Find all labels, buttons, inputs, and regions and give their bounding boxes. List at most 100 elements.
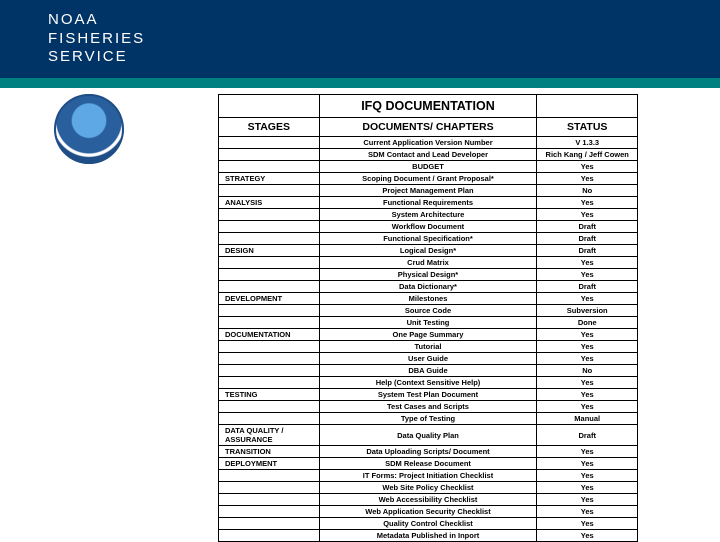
status-cell: Rich Kang / Jeff Cowen — [537, 149, 638, 161]
table-row: Type of TestingManual — [219, 413, 638, 425]
stage-cell — [219, 518, 320, 530]
stage-cell: TESTING — [219, 389, 320, 401]
status-cell: Yes — [537, 197, 638, 209]
doc-cell: Data Uploading Scripts/ Document — [319, 446, 537, 458]
stage-cell — [219, 470, 320, 482]
status-cell: Subversion — [537, 305, 638, 317]
status-cell: No — [537, 365, 638, 377]
stage-cell — [219, 365, 320, 377]
doc-cell: Physical Design* — [319, 269, 537, 281]
stage-cell: STRATEGY — [219, 173, 320, 185]
noaa-seal-icon — [54, 94, 124, 164]
status-cell: Yes — [537, 293, 638, 305]
table-status-header-blank — [537, 95, 638, 118]
header-line-3: SERVICE — [48, 48, 145, 67]
stage-cell — [219, 482, 320, 494]
status-cell: Yes — [537, 329, 638, 341]
table-row: System ArchitectureYes — [219, 209, 638, 221]
doc-cell: One Page Summary — [319, 329, 537, 341]
status-cell: No — [537, 185, 638, 197]
table-row: Quality Control ChecklistYes — [219, 518, 638, 530]
table-row: DEPLOYMENTSDM Release DocumentYes — [219, 458, 638, 470]
status-cell: Yes — [537, 257, 638, 269]
table-row: BUDGETYes — [219, 161, 638, 173]
doc-cell: Test Cases and Scripts — [319, 401, 537, 413]
doc-cell: Tutorial — [319, 341, 537, 353]
stage-cell: DOCUMENTATION — [219, 329, 320, 341]
status-cell: Yes — [537, 506, 638, 518]
stage-cell — [219, 137, 320, 149]
table-row: Current Application Version NumberV 1.3.… — [219, 137, 638, 149]
doc-cell: Crud Matrix — [319, 257, 537, 269]
doc-cell: Functional Requirements — [319, 197, 537, 209]
status-cell: Draft — [537, 245, 638, 257]
doc-cell: Functional Specification* — [319, 233, 537, 245]
table-row: Web Accessibility ChecklistYes — [219, 494, 638, 506]
header-title: NOAA FISHERIES SERVICE — [48, 11, 145, 67]
doc-cell: Milestones — [319, 293, 537, 305]
stage-cell — [219, 401, 320, 413]
doc-cell: Web Site Policy Checklist — [319, 482, 537, 494]
table-body: Current Application Version NumberV 1.3.… — [219, 137, 638, 542]
doc-cell: Unit Testing — [319, 317, 537, 329]
stage-cell — [219, 317, 320, 329]
stage-cell — [219, 209, 320, 221]
table-row: Help (Context Sensitive Help)Yes — [219, 377, 638, 389]
stage-cell — [219, 257, 320, 269]
status-cell: Yes — [537, 401, 638, 413]
status-cell: Yes — [537, 458, 638, 470]
status-cell: Yes — [537, 269, 638, 281]
table-row: Web Application Security ChecklistYes — [219, 506, 638, 518]
table-row: STRATEGYScoping Document / Grant Proposa… — [219, 173, 638, 185]
status-cell: V 1.3.3 — [537, 137, 638, 149]
table-row: DOCUMENTATIONOne Page SummaryYes — [219, 329, 638, 341]
status-cell: Yes — [537, 161, 638, 173]
stage-cell: DESIGN — [219, 245, 320, 257]
table-row: User GuideYes — [219, 353, 638, 365]
stage-cell — [219, 494, 320, 506]
doc-cell: Web Accessibility Checklist — [319, 494, 537, 506]
status-cell: Draft — [537, 425, 638, 446]
status-cell: Draft — [537, 281, 638, 293]
stage-cell — [219, 281, 320, 293]
doc-cell: IT Forms: Project Initiation Checklist — [319, 470, 537, 482]
stage-cell — [219, 233, 320, 245]
table-row: Web Site Policy ChecklistYes — [219, 482, 638, 494]
header-line-2: FISHERIES — [48, 30, 145, 49]
table-row: Crud MatrixYes — [219, 257, 638, 269]
stage-cell — [219, 506, 320, 518]
doc-cell: Web Application Security Checklist — [319, 506, 537, 518]
status-cell: Yes — [537, 494, 638, 506]
stage-cell — [219, 185, 320, 197]
table-row: TRANSITIONData Uploading Scripts/ Docume… — [219, 446, 638, 458]
status-cell: Yes — [537, 389, 638, 401]
doc-cell: Quality Control Checklist — [319, 518, 537, 530]
status-cell: Done — [537, 317, 638, 329]
stage-cell — [219, 149, 320, 161]
table-row: TutorialYes — [219, 341, 638, 353]
doc-cell: System Test Plan Document — [319, 389, 537, 401]
stage-cell — [219, 221, 320, 233]
status-cell: Yes — [537, 518, 638, 530]
doc-cell: User Guide — [319, 353, 537, 365]
status-cell: Yes — [537, 377, 638, 389]
header-line-1: NOAA — [48, 11, 145, 30]
teal-band — [0, 78, 720, 88]
status-cell: Yes — [537, 470, 638, 482]
stage-cell: ANALYSIS — [219, 197, 320, 209]
status-cell: Yes — [537, 173, 638, 185]
stage-cell — [219, 269, 320, 281]
stage-cell — [219, 305, 320, 317]
doc-cell: Data Dictionary* — [319, 281, 537, 293]
doc-cell: Project Management Plan — [319, 185, 537, 197]
doc-cell: System Architecture — [319, 209, 537, 221]
table-row: SDM Contact and Lead DeveloperRich Kang … — [219, 149, 638, 161]
doc-cell: Workflow Document — [319, 221, 537, 233]
doc-cell: Logical Design* — [319, 245, 537, 257]
table-title: IFQ DOCUMENTATION — [319, 95, 537, 118]
doc-cell: SDM Release Document — [319, 458, 537, 470]
col-header-docs: DOCUMENTS/ CHAPTERS — [319, 118, 537, 137]
stage-cell — [219, 353, 320, 365]
doc-cell: Current Application Version Number — [319, 137, 537, 149]
doc-cell: Type of Testing — [319, 413, 537, 425]
